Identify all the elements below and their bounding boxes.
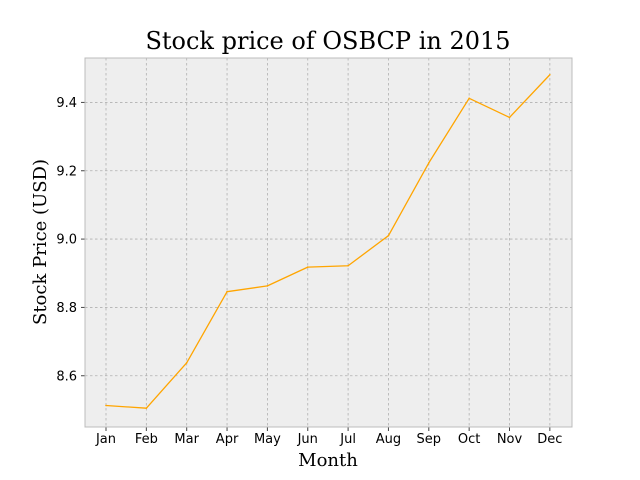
y-tick-label: 8.6 — [56, 369, 77, 384]
data-point — [347, 264, 349, 267]
x-tick-label: Apr — [216, 432, 239, 447]
plot-border — [84, 57, 573, 428]
x-tick-label: Sep — [417, 432, 442, 447]
x-tick-label: Dec — [537, 432, 562, 447]
data-point — [306, 266, 309, 268]
grid-lines — [85, 58, 572, 427]
data-point — [508, 116, 511, 119]
data-point — [145, 407, 148, 410]
x-tick-label: May — [254, 432, 281, 447]
y-tick-label: 9.0 — [56, 233, 77, 248]
x-tick-label: Jul — [339, 432, 356, 447]
y-tick-label: 8.8 — [56, 301, 77, 316]
data-point — [105, 404, 107, 407]
data-point — [428, 162, 430, 164]
data-point — [468, 97, 470, 100]
x-tick-label: Feb — [135, 432, 158, 447]
data-point — [266, 285, 269, 287]
data-point — [549, 73, 551, 76]
series-layer — [105, 73, 551, 410]
axis-ticks: Jan Feb Mar Apr May Jun Jul Aug Sep Oct Nov Dec 8.6 8… — [56, 96, 562, 447]
x-tick-label: Jan — [95, 432, 116, 447]
chart-title: Stock price of OSBCP in 2015 — [145, 27, 510, 55]
x-tick-label: Aug — [376, 432, 401, 447]
data-point — [387, 234, 390, 237]
plot-area — [85, 58, 572, 427]
series-line — [105, 74, 551, 409]
x-tick-label: Mar — [174, 432, 199, 447]
y-tick-label: 9.2 — [56, 164, 77, 179]
x-axis-label: Month — [298, 450, 358, 471]
x-tick-label: Oct — [458, 432, 480, 447]
data-point — [226, 290, 228, 293]
y-axis-label: Stock Price (USD) — [30, 159, 51, 325]
x-tick-label: Nov — [497, 432, 523, 447]
x-tick-label: Jun — [297, 432, 318, 447]
data-point — [185, 361, 188, 364]
y-tick-label: 9.4 — [56, 96, 77, 111]
